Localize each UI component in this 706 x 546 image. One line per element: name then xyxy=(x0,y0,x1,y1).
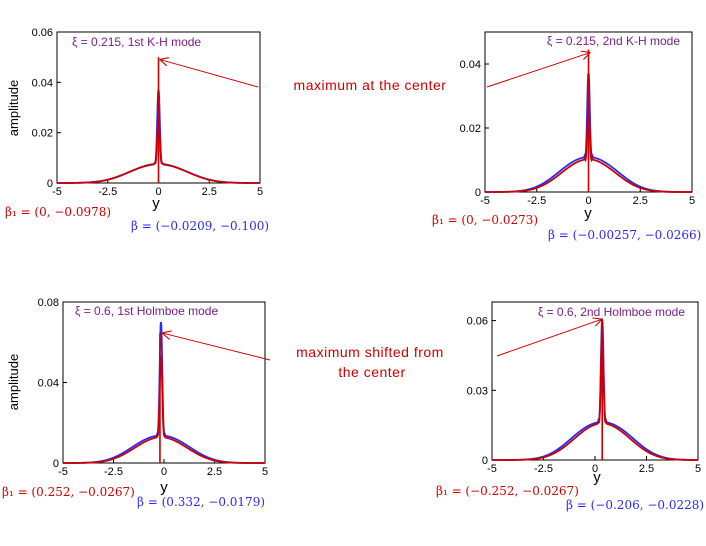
y-tick-label: 0.06 xyxy=(467,316,488,328)
y-tick-label: 0 xyxy=(475,187,481,199)
series-line-beta1 xyxy=(62,355,265,464)
legend-entry-beta1: β₁ = (−0.252, −0.0267) xyxy=(436,484,579,498)
plot-frame xyxy=(491,301,699,461)
y-axis-label: amplitude xyxy=(6,80,21,136)
chart-panel-2: -5 -2.5 0 2.5 5 0 0.02 0.04 y ξ = 0.215, 2nd K-H … xyxy=(432,31,701,242)
x-tick-label: -5 xyxy=(52,186,62,198)
x-tick-label: -5 xyxy=(487,463,497,475)
x-tick-label: 0 xyxy=(161,466,167,478)
y-tick-label: 0.02 xyxy=(32,128,53,140)
chart-title: ξ = 0.6, 2nd Holmboe mode xyxy=(538,305,685,319)
x-axis-label: y xyxy=(152,195,160,212)
chart-title: ξ = 0.6, 1st Holmboe mode xyxy=(75,304,218,318)
plot-frame xyxy=(62,301,266,464)
x-tick-label: 2.5 xyxy=(207,466,222,478)
legend-entry-beta: β = (−0.206, −0.0228) xyxy=(566,498,704,512)
annotation-arrow xyxy=(163,333,271,361)
series-line-beta1 xyxy=(492,334,698,461)
x-tick-label: 0 xyxy=(585,195,591,207)
legend-entry-beta1: β₁ = (0.252, −0.0267) xyxy=(2,485,135,499)
legend-entry-beta: β = (−0.00257, −0.0266) xyxy=(548,228,701,242)
y-tick-label: 0.06 xyxy=(32,27,53,39)
y-tick-label: 0 xyxy=(47,178,53,190)
x-tick-label: -5 xyxy=(480,195,490,207)
x-tick-label: 5 xyxy=(689,195,695,207)
y-tick-label: 0.04 xyxy=(38,378,59,390)
panels: -5 -2.5 0 2.5 5 0 0.02 0.04 0.06 y amplitude ξ = 0.… xyxy=(2,27,704,512)
y-axis-label: amplitude xyxy=(6,354,21,410)
y-tick-label: 0.08 xyxy=(38,297,59,309)
y-tick-label: 0.04 xyxy=(32,77,53,89)
x-tick-label: 0 xyxy=(155,186,161,198)
x-tick-label: 2.5 xyxy=(639,463,654,475)
x-tick-label: 2.5 xyxy=(202,186,217,198)
series-line-beta xyxy=(492,317,698,461)
legend-entry-beta1: β₁ = (0, −0.0273) xyxy=(432,213,538,227)
y-tick-label: 0 xyxy=(482,455,488,467)
x-tick-label: 0 xyxy=(592,463,598,475)
annotation-bottom-line2: the center xyxy=(338,364,405,380)
series-line-beta xyxy=(63,321,265,464)
chart-title: ξ = 0.215, 1st K-H mode xyxy=(72,35,201,49)
legend-entry-beta1: β₁ = (0, −0.0978) xyxy=(5,205,111,219)
annotation-bottom-line1: maximum shifted from xyxy=(296,344,444,360)
annotation-arrow xyxy=(486,53,590,88)
x-tick-label: -2.5 xyxy=(104,466,123,478)
chart-title: ξ = 0.215, 2nd K-H mode xyxy=(547,34,680,48)
annotation-top: maximum at the center xyxy=(294,77,447,93)
x-tick-label: -2.5 xyxy=(534,463,553,475)
x-tick-label: 5 xyxy=(695,463,701,475)
legend-entry-beta: β = (−0.0209, −0.100) xyxy=(131,219,269,233)
legend-entry-beta: β = (0.332, −0.0179) xyxy=(137,495,265,509)
annotation-arrow xyxy=(496,319,601,357)
y-tick-label: 0.03 xyxy=(467,385,488,397)
x-tick-label: 2.5 xyxy=(633,195,648,207)
chart-panel-1: -5 -2.5 0 2.5 5 0 0.02 0.04 0.06 y amplitude ξ = 0.… xyxy=(5,27,269,233)
y-tick-label: 0 xyxy=(53,458,59,470)
annotation-arrow xyxy=(161,60,259,88)
x-axis-label: y xyxy=(593,469,601,486)
x-tick-label: 5 xyxy=(257,186,263,198)
y-tick-label: 0.04 xyxy=(460,59,481,71)
x-tick-label: -2.5 xyxy=(98,186,117,198)
x-tick-label: -5 xyxy=(58,466,68,478)
x-tick-label: -2.5 xyxy=(527,195,546,207)
x-tick-label: 5 xyxy=(262,466,268,478)
y-tick-label: 0.02 xyxy=(460,123,481,135)
x-axis-label: y xyxy=(160,479,168,496)
chart-panel-4: -5 -2.5 0 2.5 5 0 0.03 0.06 y ξ = 0.6, 2nd Holmbo… xyxy=(436,301,704,512)
x-axis-label: y xyxy=(584,205,592,222)
chart-panel-3: -5 -2.5 0 2.5 5 0 0.04 0.08 y amplitude ξ = 0.6, 1… xyxy=(2,297,271,509)
